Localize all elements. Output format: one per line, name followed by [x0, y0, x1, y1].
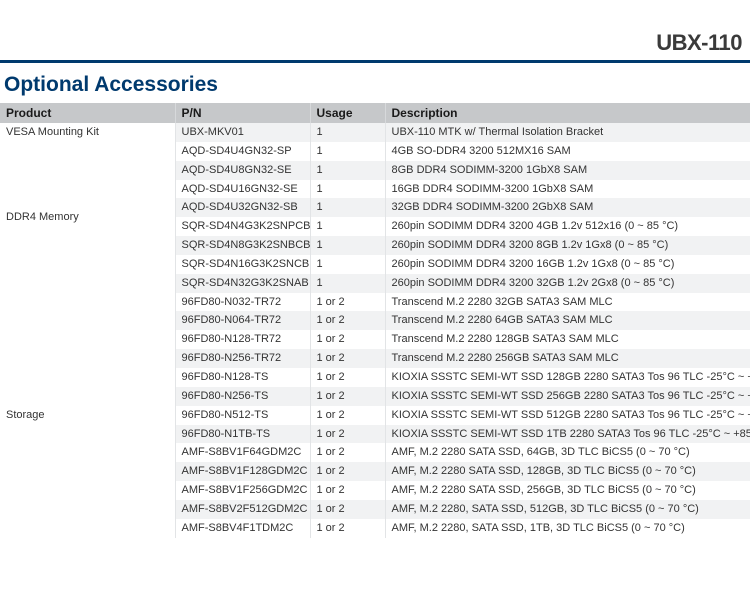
cell-pn: SQR-SD4N32G3K2SNAB	[175, 274, 310, 293]
cell-desc: 260pin SODIMM DDR4 3200 8GB 1.2v 1Gx8 (0…	[385, 236, 750, 255]
cell-pn: AQD-SD4U16GN32-SE	[175, 180, 310, 199]
cell-pn: AMF-S8BV1F128GDM2C	[175, 462, 310, 481]
cell-desc: 260pin SODIMM DDR4 3200 16GB 1.2v 1Gx8 (…	[385, 255, 750, 274]
cell-usage: 1 or 2	[310, 368, 385, 387]
cell-pn: AMF-S8BV1F256GDM2C	[175, 481, 310, 500]
cell-desc: 4GB SO-DDR4 3200 512MX16 SAM	[385, 142, 750, 161]
col-header-product: Product	[0, 103, 175, 123]
cell-usage: 1 or 2	[310, 481, 385, 500]
cell-pn: 96FD80-N1TB-TS	[175, 425, 310, 444]
table-row: VESA Mounting KitUBX-MKV011UBX-110 MTK w…	[0, 123, 750, 142]
cell-desc: 32GB DDR4 SODIMM-3200 2GbX8 SAM	[385, 198, 750, 217]
cell-desc: 8GB DDR4 SODIMM-3200 1GbX8 SAM	[385, 161, 750, 180]
cell-usage: 1	[310, 255, 385, 274]
table-row: DDR4 MemoryAQD-SD4U4GN32-SP14GB SO-DDR4 …	[0, 142, 750, 161]
cell-desc: KIOXIA SSSTC SEMI-WT SSD 1TB 2280 SATA3 …	[385, 425, 750, 444]
page-header: UBX-110	[0, 0, 750, 60]
cell-pn: AMF-S8BV4F1TDM2C	[175, 519, 310, 538]
cell-usage: 1	[310, 217, 385, 236]
accessories-table: Product P/N Usage Description VESA Mount…	[0, 103, 750, 538]
cell-usage: 1	[310, 236, 385, 255]
table-row: Storage96FD80-N032-TR721 or 2Transcend M…	[0, 293, 750, 312]
cell-desc: AMF, M.2 2280 SATA SSD, 64GB, 3D TLC BiC…	[385, 443, 750, 462]
cell-pn: 96FD80-N512-TS	[175, 406, 310, 425]
cell-desc: Transcend M.2 2280 128GB SATA3 SAM MLC	[385, 330, 750, 349]
cell-desc: KIOXIA SSSTC SEMI-WT SSD 256GB 2280 SATA…	[385, 387, 750, 406]
cell-usage: 1	[310, 274, 385, 293]
cell-usage: 1 or 2	[310, 311, 385, 330]
col-header-desc: Description	[385, 103, 750, 123]
cell-pn: 96FD80-N256-TS	[175, 387, 310, 406]
cell-pn: 96FD80-N032-TR72	[175, 293, 310, 312]
cell-desc: KIOXIA SSSTC SEMI-WT SSD 512GB 2280 SATA…	[385, 406, 750, 425]
cell-pn: 96FD80-N064-TR72	[175, 311, 310, 330]
cell-desc: KIOXIA SSSTC SEMI-WT SSD 128GB 2280 SATA…	[385, 368, 750, 387]
cell-pn: AMF-S8BV1F64GDM2C	[175, 443, 310, 462]
cell-pn: AQD-SD4U4GN32-SP	[175, 142, 310, 161]
cell-pn: 96FD80-N128-TS	[175, 368, 310, 387]
cell-desc: Transcend M.2 2280 64GB SATA3 SAM MLC	[385, 311, 750, 330]
cell-pn: 96FD80-N128-TR72	[175, 330, 310, 349]
cell-desc: 260pin SODIMM DDR4 3200 32GB 1.2v 2Gx8 (…	[385, 274, 750, 293]
table-header-row: Product P/N Usage Description	[0, 103, 750, 123]
cell-usage: 1 or 2	[310, 500, 385, 519]
cell-usage: 1 or 2	[310, 349, 385, 368]
cell-desc: UBX-110 MTK w/ Thermal Isolation Bracket	[385, 123, 750, 142]
cell-usage: 1 or 2	[310, 519, 385, 538]
cell-usage: 1	[310, 123, 385, 142]
cell-pn: UBX-MKV01	[175, 123, 310, 142]
cell-usage: 1	[310, 161, 385, 180]
cell-desc: AMF, M.2 2280 SATA SSD, 128GB, 3D TLC Bi…	[385, 462, 750, 481]
cell-usage: 1	[310, 180, 385, 199]
cell-usage: 1	[310, 198, 385, 217]
cell-desc: Transcend M.2 2280 32GB SATA3 SAM MLC	[385, 293, 750, 312]
cell-usage: 1	[310, 142, 385, 161]
cell-pn: 96FD80-N256-TR72	[175, 349, 310, 368]
section-title: Optional Accessories	[0, 65, 750, 103]
cell-pn: AMF-S8BV2F512GDM2C	[175, 500, 310, 519]
cell-pn: SQR-SD4N16G3K2SNCB	[175, 255, 310, 274]
group-cell: VESA Mounting Kit	[0, 123, 175, 142]
divider	[0, 60, 750, 63]
cell-desc: AMF, M.2 2280, SATA SSD, 1TB, 3D TLC BiC…	[385, 519, 750, 538]
group-cell: DDR4 Memory	[0, 142, 175, 293]
cell-pn: SQR-SD4N8G3K2SNBCB	[175, 236, 310, 255]
product-title: UBX-110	[656, 30, 742, 55]
cell-desc: 16GB DDR4 SODIMM-3200 1GbX8 SAM	[385, 180, 750, 199]
col-header-pn: P/N	[175, 103, 310, 123]
cell-pn: SQR-SD4N4G3K2SNPCB	[175, 217, 310, 236]
cell-usage: 1 or 2	[310, 406, 385, 425]
cell-usage: 1 or 2	[310, 293, 385, 312]
cell-usage: 1 or 2	[310, 443, 385, 462]
cell-pn: AQD-SD4U8GN32-SE	[175, 161, 310, 180]
cell-usage: 1 or 2	[310, 425, 385, 444]
col-header-usage: Usage	[310, 103, 385, 123]
cell-desc: AMF, M.2 2280, SATA SSD, 512GB, 3D TLC B…	[385, 500, 750, 519]
group-cell: Storage	[0, 293, 175, 538]
cell-pn: AQD-SD4U32GN32-SB	[175, 198, 310, 217]
cell-usage: 1 or 2	[310, 330, 385, 349]
cell-desc: AMF, M.2 2280 SATA SSD, 256GB, 3D TLC Bi…	[385, 481, 750, 500]
cell-usage: 1 or 2	[310, 462, 385, 481]
cell-desc: Transcend M.2 2280 256GB SATA3 SAM MLC	[385, 349, 750, 368]
cell-desc: 260pin SODIMM DDR4 3200 4GB 1.2v 512x16 …	[385, 217, 750, 236]
cell-usage: 1 or 2	[310, 387, 385, 406]
